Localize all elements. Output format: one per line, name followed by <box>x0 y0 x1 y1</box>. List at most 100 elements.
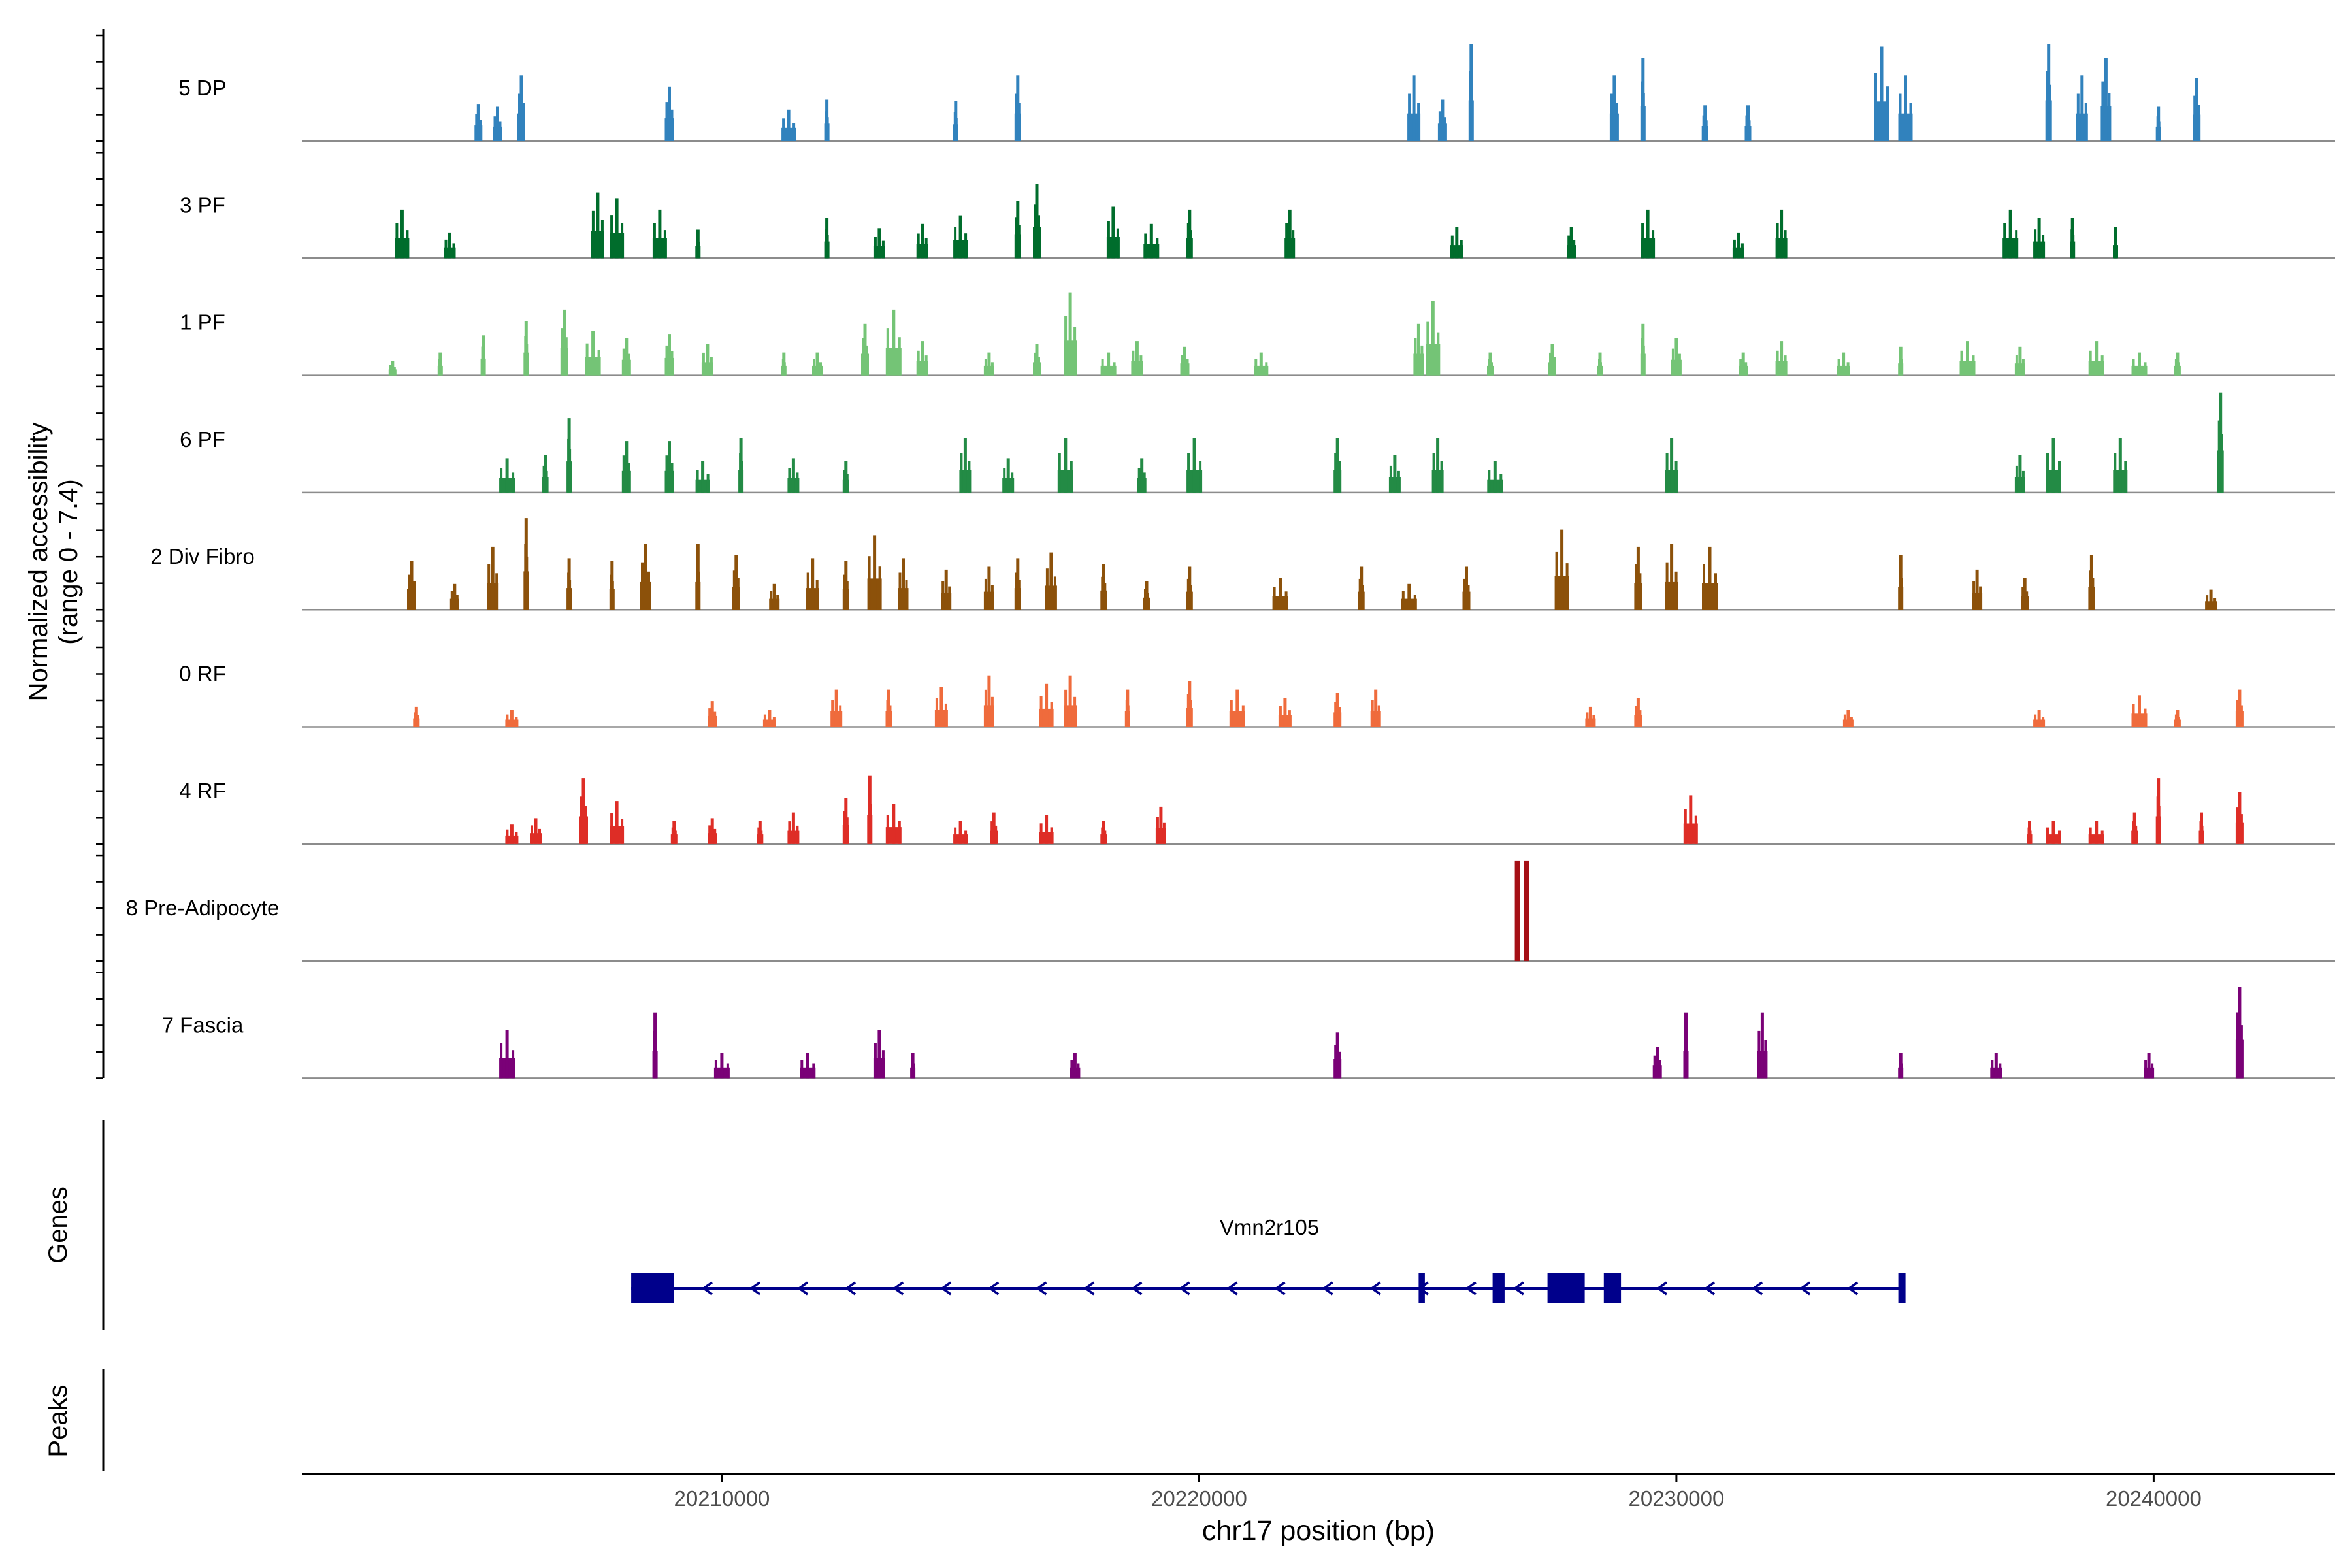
peak <box>1671 338 1682 376</box>
strand-arrow <box>1274 1281 1286 1296</box>
peak <box>1014 75 1021 141</box>
peak <box>2131 352 2148 376</box>
track-8: 7 Fascia <box>162 987 2335 1079</box>
strand-arrow <box>1369 1281 1381 1296</box>
peak <box>1131 341 1143 376</box>
peak <box>873 228 885 259</box>
peak <box>1033 184 1041 259</box>
peak <box>830 689 843 727</box>
peak <box>1284 209 1296 259</box>
peaks-panel-label: Peaks <box>44 1384 73 1457</box>
peak <box>585 331 601 376</box>
peak <box>1186 681 1193 727</box>
peak <box>1652 1047 1662 1079</box>
peak <box>2113 438 2128 493</box>
peak <box>437 352 443 376</box>
peak <box>395 209 410 259</box>
strand-arrow <box>988 1281 1000 1296</box>
peak <box>1972 569 1983 610</box>
peak <box>1388 455 1401 493</box>
peak <box>1407 75 1421 141</box>
peak <box>1155 806 1166 844</box>
peak <box>708 818 717 844</box>
peak <box>1100 564 1107 610</box>
peak <box>873 1030 885 1079</box>
peak <box>738 438 744 493</box>
gene-model-Vmn2r105 <box>631 1273 1906 1303</box>
peak <box>2155 778 2161 844</box>
peak <box>824 99 830 141</box>
peak <box>664 86 674 141</box>
peak <box>1744 105 1752 141</box>
track-label: 8 Pre-Adipocyte <box>126 896 280 920</box>
peak <box>695 461 710 493</box>
track-label: 4 RF <box>179 779 226 803</box>
y-axis-label-line1: Normalized accessibility <box>24 423 53 702</box>
peak <box>885 309 902 376</box>
peak <box>983 352 994 376</box>
track-7: 8 Pre-Adipocyte <box>126 860 2335 962</box>
peak <box>953 101 958 141</box>
x-tick-label: 20230000 <box>1628 1486 1724 1511</box>
peak <box>1634 546 1642 610</box>
peak <box>941 569 952 610</box>
peak <box>990 812 998 844</box>
peak <box>1683 795 1698 844</box>
track-4: 2 Div Fibro <box>150 518 2335 611</box>
peak <box>530 818 542 844</box>
peak <box>1701 105 1708 141</box>
peak <box>1567 227 1576 259</box>
peak <box>1229 689 1245 727</box>
peak <box>1100 352 1117 376</box>
peak <box>2100 58 2112 141</box>
peak <box>1641 209 1656 259</box>
peak <box>2046 821 2061 844</box>
peak <box>2002 209 2019 259</box>
peak <box>842 798 849 844</box>
peak <box>444 232 456 259</box>
peak <box>695 544 701 610</box>
peak <box>413 706 420 727</box>
peak <box>1057 438 1073 493</box>
peak <box>1683 1012 1689 1079</box>
peak <box>1775 341 1788 376</box>
peak <box>1739 352 1748 376</box>
x-tick-label: 20210000 <box>674 1486 770 1511</box>
peak <box>1039 815 1054 844</box>
peak <box>2193 78 2201 141</box>
x-axis-label: chr17 position (bp) <box>1202 1515 1435 1546</box>
track-label: 6 PF <box>180 427 225 451</box>
peak <box>885 689 892 727</box>
peak <box>953 215 968 259</box>
peak <box>1487 461 1503 493</box>
peak-bar <box>1514 860 1520 962</box>
peak <box>2088 821 2104 844</box>
peak <box>388 361 397 376</box>
genes-panel-label: Genes <box>44 1186 73 1264</box>
peak <box>505 824 519 844</box>
peak <box>983 566 994 610</box>
peak <box>1837 352 1850 376</box>
track-label: 0 RF <box>179 662 226 686</box>
peak <box>2155 106 2161 141</box>
track-1: 3 PF <box>180 184 2335 259</box>
peak <box>523 321 529 376</box>
peak <box>652 209 667 259</box>
peak <box>953 821 968 844</box>
y-axis-label-line2: (range 0 - 7.4) <box>54 479 83 644</box>
strand-arrow <box>1036 1281 1047 1296</box>
peak <box>1333 1032 1342 1079</box>
peak <box>1431 438 1444 493</box>
peak <box>983 675 994 727</box>
peak <box>1898 75 1913 141</box>
peak <box>2076 75 2088 141</box>
gene-exon <box>1547 1273 1585 1303</box>
peak <box>1014 558 1021 610</box>
strand-arrow <box>1226 1281 1238 1296</box>
peak <box>493 106 502 141</box>
peak <box>2014 346 2025 376</box>
peak <box>916 223 928 259</box>
peak <box>610 198 625 259</box>
peak <box>1842 710 1854 727</box>
peak <box>2088 555 2095 610</box>
